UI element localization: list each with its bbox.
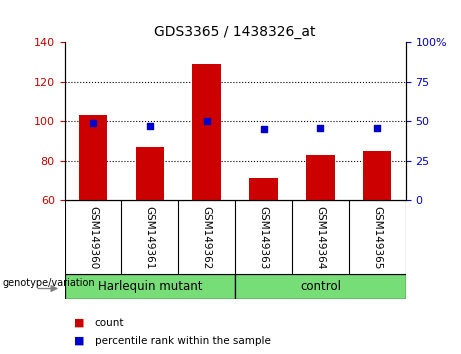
Text: percentile rank within the sample: percentile rank within the sample [95, 336, 271, 346]
Point [146, 123, 154, 129]
Point [373, 125, 381, 130]
Point [260, 126, 267, 132]
Text: GSM149361: GSM149361 [145, 206, 155, 269]
Text: control: control [300, 280, 341, 293]
Point [317, 125, 324, 130]
Bar [235, 274, 406, 299]
Text: GSM149365: GSM149365 [372, 206, 382, 269]
Text: GSM149364: GSM149364 [315, 206, 325, 269]
Bar [363, 151, 391, 200]
Text: GSM149360: GSM149360 [88, 206, 98, 269]
Point [89, 120, 97, 126]
Bar [249, 178, 278, 200]
Point [203, 118, 210, 124]
Text: ■: ■ [74, 336, 84, 346]
Title: GDS3365 / 1438326_at: GDS3365 / 1438326_at [154, 25, 316, 39]
Bar [136, 147, 164, 200]
Text: GSM149362: GSM149362 [201, 206, 212, 269]
Text: genotype/variation: genotype/variation [2, 278, 95, 288]
Bar [193, 64, 221, 200]
Bar [306, 155, 335, 200]
Text: Harlequin mutant: Harlequin mutant [98, 280, 202, 293]
Text: GSM149363: GSM149363 [259, 206, 269, 269]
Bar [65, 274, 235, 299]
Bar [79, 115, 107, 200]
Text: ■: ■ [74, 318, 84, 328]
Text: count: count [95, 318, 124, 328]
